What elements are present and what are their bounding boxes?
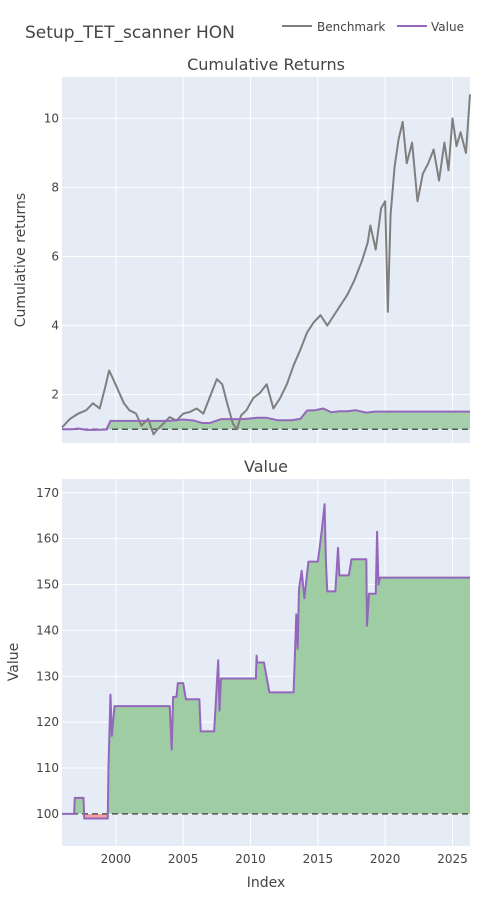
legend-item-value[interactable]: Value <box>397 20 464 34</box>
cumulative-returns-plot: Cumulative Returns 2 4 6 8 10 Cumulative ret… <box>13 55 471 443</box>
value-gain-fill <box>74 504 470 814</box>
x-gridlines-top <box>115 77 453 443</box>
plot-area-top[interactable] <box>62 77 470 443</box>
x-tick-label-2000: 2000 <box>101 852 132 866</box>
subplot-title-value: Value <box>244 457 288 476</box>
series-bottom <box>62 503 470 820</box>
x-tick-label-2005: 2005 <box>168 852 199 866</box>
series-line-value[interactable] <box>62 407 470 431</box>
y-tick-label-150: 150 <box>36 578 59 592</box>
y-tick-label-160: 160 <box>36 532 59 546</box>
y-tick-labels-bottom: 100 110 120 130 140 150 160 170 <box>36 486 59 821</box>
x-tick-label-2010: 2010 <box>235 852 266 866</box>
y-tick-label-130: 130 <box>36 669 59 683</box>
legend-label-benchmark: Benchmark <box>317 20 385 34</box>
x-tick-label-2015: 2015 <box>303 852 334 866</box>
legend-label-value: Value <box>431 20 464 34</box>
y-tick-label-120: 120 <box>36 715 59 729</box>
y-tick-labels-top: 2 4 6 8 10 <box>44 111 59 401</box>
y-tick-label-170: 170 <box>36 486 59 500</box>
x-tick-label-2020: 2020 <box>370 852 401 866</box>
y-axis-title-top: Cumulative returns <box>13 193 29 327</box>
y-gridlines-top <box>62 117 470 396</box>
y-tick-label-100: 100 <box>36 807 59 821</box>
y-axis-title-bottom: Value <box>6 643 22 681</box>
y-tick-label-2: 2 <box>51 388 59 402</box>
x-axis-title: Index <box>247 875 286 891</box>
y-tick-label-8: 8 <box>51 180 59 194</box>
value-gain-fill-top <box>62 408 470 430</box>
subplot-title-cumulative-returns: Cumulative Returns <box>187 55 345 74</box>
x-tick-labels: 2000 2005 2010 2015 2020 2025 <box>101 852 468 866</box>
y-tick-label-6: 6 <box>51 250 59 264</box>
series-top <box>61 94 471 436</box>
figure-title: Setup_TET_scanner HON <box>25 23 235 43</box>
series-line-benchmark[interactable] <box>61 94 471 436</box>
legend: Benchmark Value <box>282 20 464 34</box>
x-tick-label-2025: 2025 <box>437 852 468 866</box>
series-line-value-bottom[interactable] <box>62 503 470 820</box>
legend-item-benchmark[interactable]: Benchmark <box>282 20 385 34</box>
y-tick-label-110: 110 <box>36 761 59 775</box>
y-tick-label-140: 140 <box>36 623 59 637</box>
y-tick-label-10: 10 <box>44 111 59 125</box>
value-plot: Value 100 110 120 130 140 150 160 170 Value 200… <box>6 457 470 866</box>
y-tick-label-4: 4 <box>51 319 59 333</box>
